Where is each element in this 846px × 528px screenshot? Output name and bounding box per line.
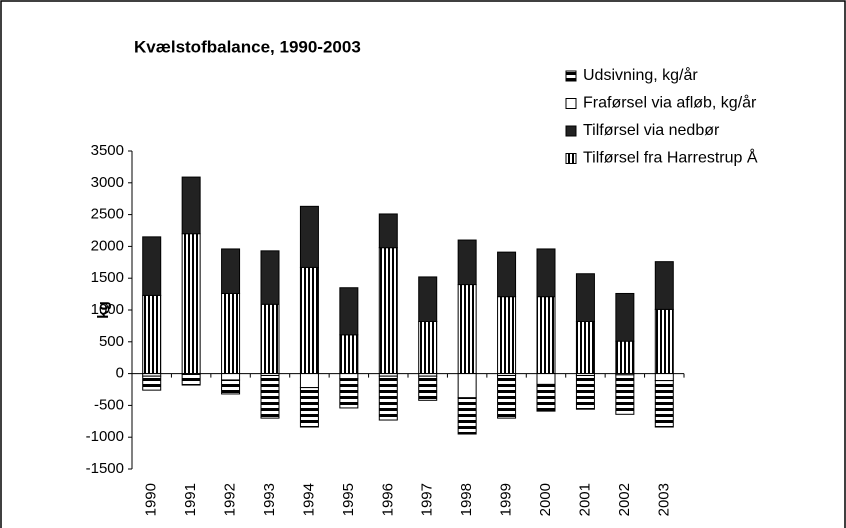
bar-segment [457,239,477,286]
bar-segment [339,378,359,409]
bar-segment [575,320,595,375]
x-tick-label: 1997 [419,483,436,516]
y-tick-label: 1500 [91,269,124,286]
bar-segment [575,375,595,410]
bar-segment [299,205,319,268]
bar-segment [457,284,477,375]
bar-segment [181,176,201,235]
bar-segment [221,248,241,294]
bar-segment [418,276,438,322]
bar-segment [142,236,162,296]
bar-segment [497,251,517,298]
y-axis-label: kg [95,301,112,319]
x-tick-label: 1991 [182,483,199,516]
legend-swatch [565,98,577,109]
bar-segment [299,373,319,389]
bar-segment [181,373,201,386]
bar-segment [221,373,241,381]
bar-segment [654,380,674,428]
y-tick-label: 3000 [91,174,124,191]
bar-segment [457,373,477,399]
bar-segment [142,294,162,375]
bar-segment [378,213,398,249]
x-tick-label: 2001 [576,483,593,516]
y-tick-label: -500 [94,396,124,413]
bar-segment [536,248,556,298]
y-tick-label: -1000 [86,428,124,445]
x-tick-label: 2003 [655,483,672,516]
bar-segment [536,383,556,412]
bar-segment [457,397,477,435]
y-tick-label: 2000 [91,237,124,254]
y-tick-label: 1000 [91,301,124,318]
bar-segment [575,273,595,322]
bar-segment [378,375,398,421]
bar-segment [654,308,674,375]
bar-segment [654,373,674,382]
bar-segment [260,250,280,305]
bar-segment [378,247,398,375]
legend-swatch [565,70,577,82]
x-tick-label: 1994 [300,483,317,516]
bar-segment [142,375,162,391]
x-tick-label: 1992 [222,483,239,516]
y-tick-label: -1500 [86,460,124,477]
legend-label: Fraførsel via afløb, kg/år [583,94,757,112]
bar-segment [536,373,556,385]
x-tick-label: 1990 [143,483,160,516]
x-tick-label: 1998 [458,483,475,516]
bar-segment [260,375,280,419]
y-tick-label: 2500 [91,206,124,223]
bar-segment [615,374,635,415]
bar-segment [654,261,674,310]
bar-segment [497,375,517,419]
bar-segment [339,287,359,336]
chart-title: Kvælstofbalance, 1990-2003 [134,37,361,56]
legend-label: Udsivning, kg/år [583,66,698,84]
bar-segment [221,292,241,375]
legend-label: Tilførsel fra Harrestrup Å [583,148,758,167]
bar-segment [536,296,556,375]
bar-segment [339,334,359,375]
bar-segment [299,266,319,375]
y-tick-label: 500 [99,333,124,350]
bar-segment [181,233,201,375]
bar-segment [418,375,438,401]
bar-segment [221,379,241,395]
bar-segment [299,387,319,428]
y-tick-label: 0 [116,365,124,382]
x-tick-label: 1993 [261,483,278,516]
bar-segment [418,320,438,375]
y-tick-label: 3500 [91,142,124,159]
x-tick-label: 1999 [498,483,515,516]
x-tick-label: 2002 [616,483,633,516]
x-tick-label: 1995 [340,483,357,516]
legend-swatch [565,125,577,137]
bar-segment [339,373,359,380]
bar-segment [497,296,517,375]
x-tick-label: 2000 [537,483,554,516]
legend-swatch [565,153,577,164]
bar-segment [615,292,635,342]
bar-segment [260,303,280,375]
bar-segment [615,340,635,375]
x-tick-label: 1996 [379,483,396,516]
legend-label: Tilførsel via nedbør [583,122,720,139]
